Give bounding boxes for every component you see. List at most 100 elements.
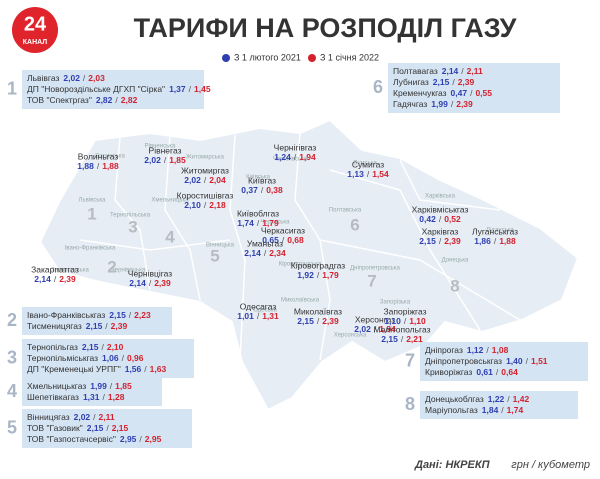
separator: / bbox=[54, 274, 57, 284]
region-name: Тернопільська bbox=[110, 213, 151, 219]
group-bg bbox=[22, 378, 162, 406]
old-value: 2,02 bbox=[144, 155, 161, 165]
entry: Маріупольгаз 1,84/1,74 bbox=[425, 405, 523, 415]
old-value: 1,31 bbox=[83, 392, 100, 402]
separator: / bbox=[97, 161, 100, 171]
region-name: Харківська bbox=[425, 194, 456, 200]
separator: / bbox=[110, 381, 113, 391]
map-label-name: Кіровоградгаз bbox=[291, 260, 346, 270]
entry-name: Дніпропетровськгаз bbox=[425, 356, 502, 366]
region-number: 1 bbox=[87, 204, 96, 223]
new-value: 0,38 bbox=[266, 185, 283, 195]
entry-name: Криворіжгаз bbox=[425, 367, 472, 377]
entry: 1,13/1,54 bbox=[347, 169, 389, 179]
entry: Шепетівкагаз 1,31/1,28 bbox=[27, 392, 125, 402]
new-value: 2,39 bbox=[458, 77, 475, 87]
group-number: 4 bbox=[7, 381, 17, 401]
separator: / bbox=[451, 99, 454, 109]
new-value: 1,88 bbox=[102, 161, 119, 171]
entry: 2,15/2,39 bbox=[297, 316, 339, 326]
map-label-name: Житомиргаз bbox=[181, 165, 229, 175]
legend-dot bbox=[222, 54, 230, 62]
region-name: Чернігівська bbox=[273, 157, 308, 163]
old-value: 1,74 bbox=[237, 218, 254, 228]
new-value: 1,31 bbox=[262, 311, 279, 321]
entry-name: Тернопільміськгаз bbox=[27, 353, 98, 363]
separator: / bbox=[439, 236, 442, 246]
region-name: Дніпропетровська bbox=[350, 266, 400, 272]
group-number: 6 bbox=[373, 77, 383, 97]
group-bg bbox=[22, 409, 192, 448]
separator: / bbox=[282, 235, 285, 245]
entry: 1,92/1,79 bbox=[297, 270, 339, 280]
new-value: 1,28 bbox=[108, 392, 125, 402]
entry-name: ДП "Новороздільське ДГХП "Сірка" bbox=[27, 84, 165, 94]
old-value: 2,02 bbox=[354, 324, 371, 334]
entry-name: Лубнигаз bbox=[393, 77, 429, 87]
old-value: 2,10 bbox=[184, 200, 201, 210]
region-name: Львівська bbox=[79, 198, 107, 204]
separator: / bbox=[106, 423, 109, 433]
separator: / bbox=[189, 84, 192, 94]
old-value: 1,86 bbox=[474, 236, 491, 246]
entry: 0,37/0,38 bbox=[241, 185, 283, 195]
region-number: 7 bbox=[367, 271, 376, 290]
new-value: 1,42 bbox=[513, 394, 530, 404]
old-value: 2,15 bbox=[86, 321, 103, 331]
old-value: 2,15 bbox=[297, 316, 314, 326]
region-number: 8 bbox=[450, 276, 459, 295]
legend-dot bbox=[308, 54, 316, 62]
entry-name: Львівгаз bbox=[27, 73, 59, 83]
entry: 2,14/2,34 bbox=[244, 248, 286, 258]
new-value: 1,74 bbox=[507, 405, 524, 415]
entry: Кременчукгаз 0,47/0,55 bbox=[393, 88, 492, 98]
new-value: 1,10 bbox=[409, 316, 426, 326]
entry: Вінницягаз 2,02/2,11 bbox=[27, 412, 115, 422]
new-value: 2,04 bbox=[209, 175, 226, 185]
map-label-name: Волиньгаз bbox=[78, 151, 119, 161]
entry-name: Донецькоблгаз bbox=[425, 394, 484, 404]
map-label-name: Миколаївгаз bbox=[294, 306, 342, 316]
region-name: Донецька bbox=[442, 258, 469, 264]
map-label-name: Рівнегаз bbox=[149, 145, 182, 155]
group-bg bbox=[22, 339, 194, 378]
separator: / bbox=[374, 324, 377, 334]
separator: / bbox=[404, 316, 407, 326]
entry: Дніпрогаз 1,12/1,08 bbox=[425, 345, 509, 355]
old-value: 0,65 bbox=[262, 235, 279, 245]
entry: 2,14/2,39 bbox=[34, 274, 76, 284]
group-bg bbox=[388, 63, 560, 113]
new-value: 2,21 bbox=[406, 334, 423, 344]
old-value: 2,14 bbox=[34, 274, 51, 284]
region-name: Миколаївська bbox=[281, 298, 320, 304]
new-value: 0,68 bbox=[287, 235, 304, 245]
map-label-name: Черкасигаз bbox=[261, 225, 305, 235]
region-name: Херсонська bbox=[334, 333, 367, 339]
entry-name: Гадячгаз bbox=[393, 99, 427, 109]
new-value: 1,63 bbox=[150, 364, 167, 374]
separator: / bbox=[264, 248, 267, 258]
new-value: 2,39 bbox=[456, 99, 473, 109]
old-value: 2,02 bbox=[184, 175, 201, 185]
entry: 1,24/1,94 bbox=[274, 152, 316, 162]
entry: Тернопільміськгаз 1,06/0,96 bbox=[27, 353, 144, 363]
separator: / bbox=[367, 169, 370, 179]
region-number: 6 bbox=[350, 215, 359, 234]
old-value: 2,82 bbox=[96, 95, 113, 105]
entry: 2,02/2,04 bbox=[184, 175, 226, 185]
old-value: 1,84 bbox=[482, 405, 499, 415]
old-value: 0,37 bbox=[241, 185, 258, 195]
map-label-name: Уманьгаз bbox=[247, 238, 283, 248]
